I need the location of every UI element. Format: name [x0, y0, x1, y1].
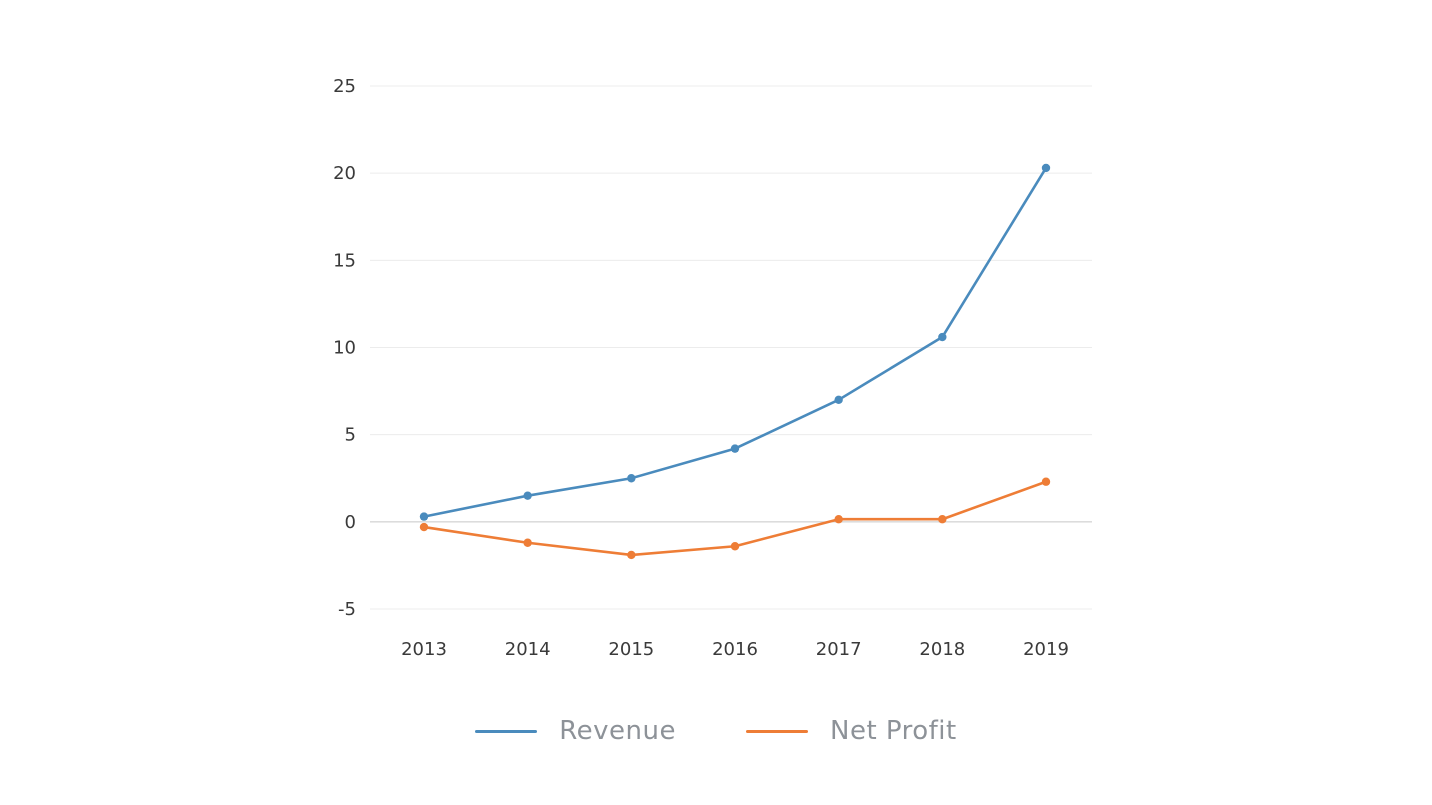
- data-point-net-profit: [627, 550, 636, 560]
- chart-legend: Revenue Net Profit: [0, 703, 1432, 759]
- x-tick-label: 2015: [608, 639, 654, 660]
- x-tick-label: 2017: [816, 639, 862, 660]
- x-tick-label: 2016: [712, 639, 758, 660]
- data-point-revenue: [834, 395, 843, 404]
- data-point-revenue: [938, 332, 947, 342]
- line-chart: -5 0 5 10 15 20 25 2013 2014 2015 2016 2017 2018 2019: [333, 76, 1092, 660]
- y-tick-label: 10: [333, 338, 356, 359]
- data-point-net-profit: [419, 522, 429, 532]
- legend-label-net-profit: Net Profit: [830, 716, 957, 746]
- x-tick-label: 2014: [505, 639, 551, 660]
- data-point-net-profit: [938, 515, 947, 524]
- y-tick-label: 20: [333, 163, 356, 184]
- data-point-revenue: [627, 474, 636, 483]
- legend-item-revenue[interactable]: Revenue: [475, 716, 676, 746]
- y-tick-label: 15: [333, 250, 356, 271]
- legend-label-revenue: Revenue: [559, 716, 676, 746]
- data-point-revenue: [523, 491, 532, 500]
- data-point-net-profit: [834, 515, 843, 524]
- legend-swatch-revenue: [475, 729, 538, 733]
- data-point-net-profit: [1041, 477, 1051, 486]
- data-point-net-profit: [523, 538, 532, 547]
- y-tick-label: 25: [333, 76, 356, 97]
- y-tick-label: 5: [345, 425, 356, 446]
- series-line-revenue: [422, 166, 1048, 518]
- y-tick-label: 0: [345, 512, 356, 533]
- x-tick-label: 2013: [401, 639, 447, 660]
- legend-item-net-profit[interactable]: Net Profit: [746, 716, 957, 746]
- x-tick-label: 2019: [1023, 639, 1069, 660]
- x-tick-label: 2018: [919, 639, 965, 660]
- data-point-revenue: [419, 512, 429, 521]
- legend-swatch-net-profit: [746, 729, 808, 733]
- data-point-revenue: [1041, 163, 1051, 173]
- data-point-net-profit: [730, 542, 740, 551]
- y-tick-label: -5: [338, 599, 356, 620]
- data-point-revenue: [730, 444, 740, 453]
